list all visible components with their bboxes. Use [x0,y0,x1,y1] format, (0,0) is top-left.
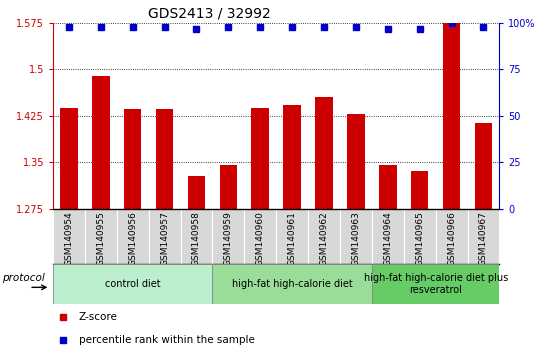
Bar [213,209,244,264]
Bar [308,209,340,264]
Text: GSM140958: GSM140958 [192,211,201,266]
Bar [117,209,148,264]
Bar [315,97,333,209]
Bar [53,264,213,304]
Bar [187,176,205,209]
Bar [85,209,117,264]
Bar [372,264,499,304]
Text: GSM140955: GSM140955 [97,211,105,266]
Bar [156,109,174,209]
Bar [53,209,85,264]
Bar [244,209,276,264]
Bar [379,165,397,209]
Bar [436,209,468,264]
Bar [92,76,109,209]
Bar [347,114,365,209]
Text: high-fat high-calorie diet plus
resveratrol: high-fat high-calorie diet plus resverat… [363,273,508,295]
Text: protocol: protocol [2,273,44,283]
Text: GSM140959: GSM140959 [224,211,233,266]
Bar [213,264,372,304]
Text: GSM140961: GSM140961 [288,211,297,266]
Text: percentile rank within the sample: percentile rank within the sample [79,335,254,346]
Bar [404,209,436,264]
Bar [60,108,78,209]
Bar [220,165,237,209]
Text: GSM140962: GSM140962 [320,211,329,266]
Bar [252,108,269,209]
Text: high-fat high-calorie diet: high-fat high-calorie diet [232,279,353,289]
Text: GSM140957: GSM140957 [160,211,169,266]
Bar [411,171,429,209]
Text: GSM140954: GSM140954 [65,211,74,266]
Text: GSM140964: GSM140964 [383,211,392,266]
Text: GSM140963: GSM140963 [352,211,360,266]
Bar [181,209,213,264]
Bar [475,123,492,209]
Bar [283,105,301,209]
Title: GDS2413 / 32992: GDS2413 / 32992 [148,6,271,21]
Bar [124,108,142,209]
Text: GSM140956: GSM140956 [128,211,137,266]
Bar [468,209,499,264]
Text: Z-score: Z-score [79,312,118,322]
Text: GSM140960: GSM140960 [256,211,264,266]
Text: GSM140967: GSM140967 [479,211,488,266]
Bar [372,209,404,264]
Bar [276,209,308,264]
Text: GSM140965: GSM140965 [415,211,424,266]
Text: GSM140966: GSM140966 [447,211,456,266]
Bar [340,209,372,264]
Bar [443,23,460,209]
Text: control diet: control diet [105,279,161,289]
Bar [148,209,181,264]
